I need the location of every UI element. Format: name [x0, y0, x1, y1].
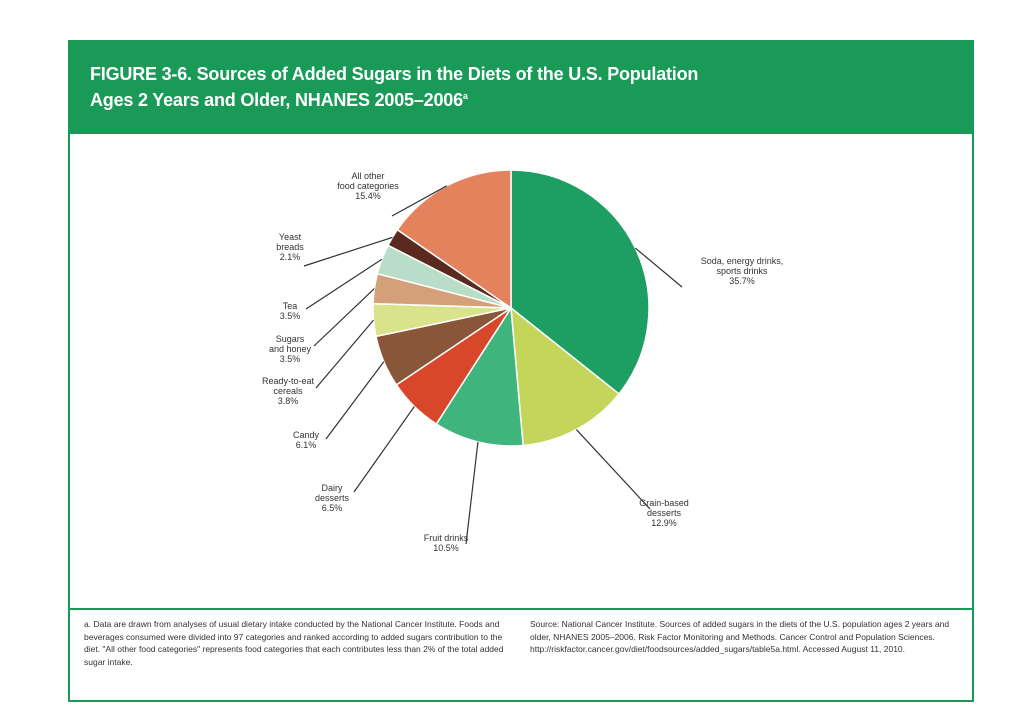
slice-label: Grain-based desserts 12.9% [639, 498, 689, 528]
slice-label: Candy 6.1% [293, 430, 320, 450]
slice-label-line: desserts [647, 508, 682, 518]
slice-label: Ready-to-eat cereals 3.8% [262, 376, 315, 406]
leader-line [305, 258, 383, 310]
pie-slice-fruit-drinks [435, 305, 524, 447]
slice-label-line: Yeast [279, 232, 302, 242]
slice-label-line: desserts [315, 493, 350, 503]
pie-slice-grain-based-desserts [510, 306, 621, 447]
figure-title-line2-text: Ages 2 Years and Older, NHANES 2005–2006 [90, 90, 463, 110]
slice-label-line: cereals [273, 386, 303, 396]
slice-label: Sugars and honey 3.5% [269, 334, 312, 364]
slice-label: Fruit drinks 10.5% [424, 533, 469, 553]
slice-label-line: Sugars [276, 334, 305, 344]
leader-line [353, 406, 415, 493]
slice-label: Tea 3.5% [280, 301, 301, 321]
slice-label-line: 3.5% [280, 354, 301, 364]
slice-label-line: Candy [293, 430, 320, 440]
slice-label: Soda, energy drinks, sports drinks 35.7% [701, 256, 784, 286]
footnote-marker: a [462, 91, 468, 101]
leader-line [465, 441, 479, 545]
slice-label-line: breads [276, 242, 304, 252]
slice-label: Yeast breads 2.1% [276, 232, 304, 262]
slice-label-line: 15.4% [355, 191, 381, 201]
slice-label-line: 12.9% [651, 518, 677, 528]
slice-label-line: 6.1% [296, 440, 317, 450]
pie-chart-area: Soda, energy drinks, sports drinks 35.7% Gr… [70, 134, 972, 634]
leader-line [634, 247, 683, 288]
pie-chart: Soda, energy drinks, sports drinks 35.7% Gr… [262, 169, 784, 553]
slice-label-line: Ready-to-eat [262, 376, 315, 386]
slice-label-line: Grain-based [639, 498, 689, 508]
slice-label-line: and honey [269, 344, 312, 354]
figure-title-line2: Ages 2 Years and Older, NHANES 2005–2006… [90, 90, 468, 111]
leader-line [303, 236, 393, 267]
slice-label-line: Tea [283, 301, 298, 311]
slice-label-line: Dairy [321, 483, 343, 493]
slice-label-line: food categories [337, 181, 399, 191]
figure-frame: FIGURE 3-6. Sources of Added Sugars in t… [68, 40, 974, 702]
slice-label-line: Soda, energy drinks, [701, 256, 784, 266]
slice-label-line: 2.1% [280, 252, 301, 262]
leader-line [391, 185, 448, 217]
slice-label: All other food categories 15.4% [337, 171, 399, 201]
slice-label-line: All other [351, 171, 384, 181]
slice-label: Dairy desserts 6.5% [315, 483, 350, 513]
slice-label-line: 6.5% [322, 503, 343, 513]
leader-line [313, 288, 375, 347]
slice-label-line: sports drinks [716, 266, 768, 276]
slice-label-line: 35.7% [729, 276, 755, 286]
leader-line [325, 361, 385, 440]
slice-label-line: 10.5% [433, 543, 459, 553]
slice-label-line: 3.5% [280, 311, 301, 321]
source-text: Source: National Cancer Institute. Sourc… [530, 619, 950, 654]
figure-title-banner: FIGURE 3-6. Sources of Added Sugars in t… [70, 42, 972, 134]
pie-slice-all-other-food-categories [396, 169, 512, 310]
slice-label-line: 3.8% [278, 396, 299, 406]
footer-divider [70, 608, 972, 610]
footnote-text: a. Data are drawn from analyses of usual… [84, 619, 504, 667]
figure-title-line1: FIGURE 3-6. Sources of Added Sugars in t… [90, 64, 699, 84]
leader-line [315, 319, 374, 389]
leader-line [575, 429, 651, 510]
slice-label-line: Fruit drinks [424, 533, 469, 543]
